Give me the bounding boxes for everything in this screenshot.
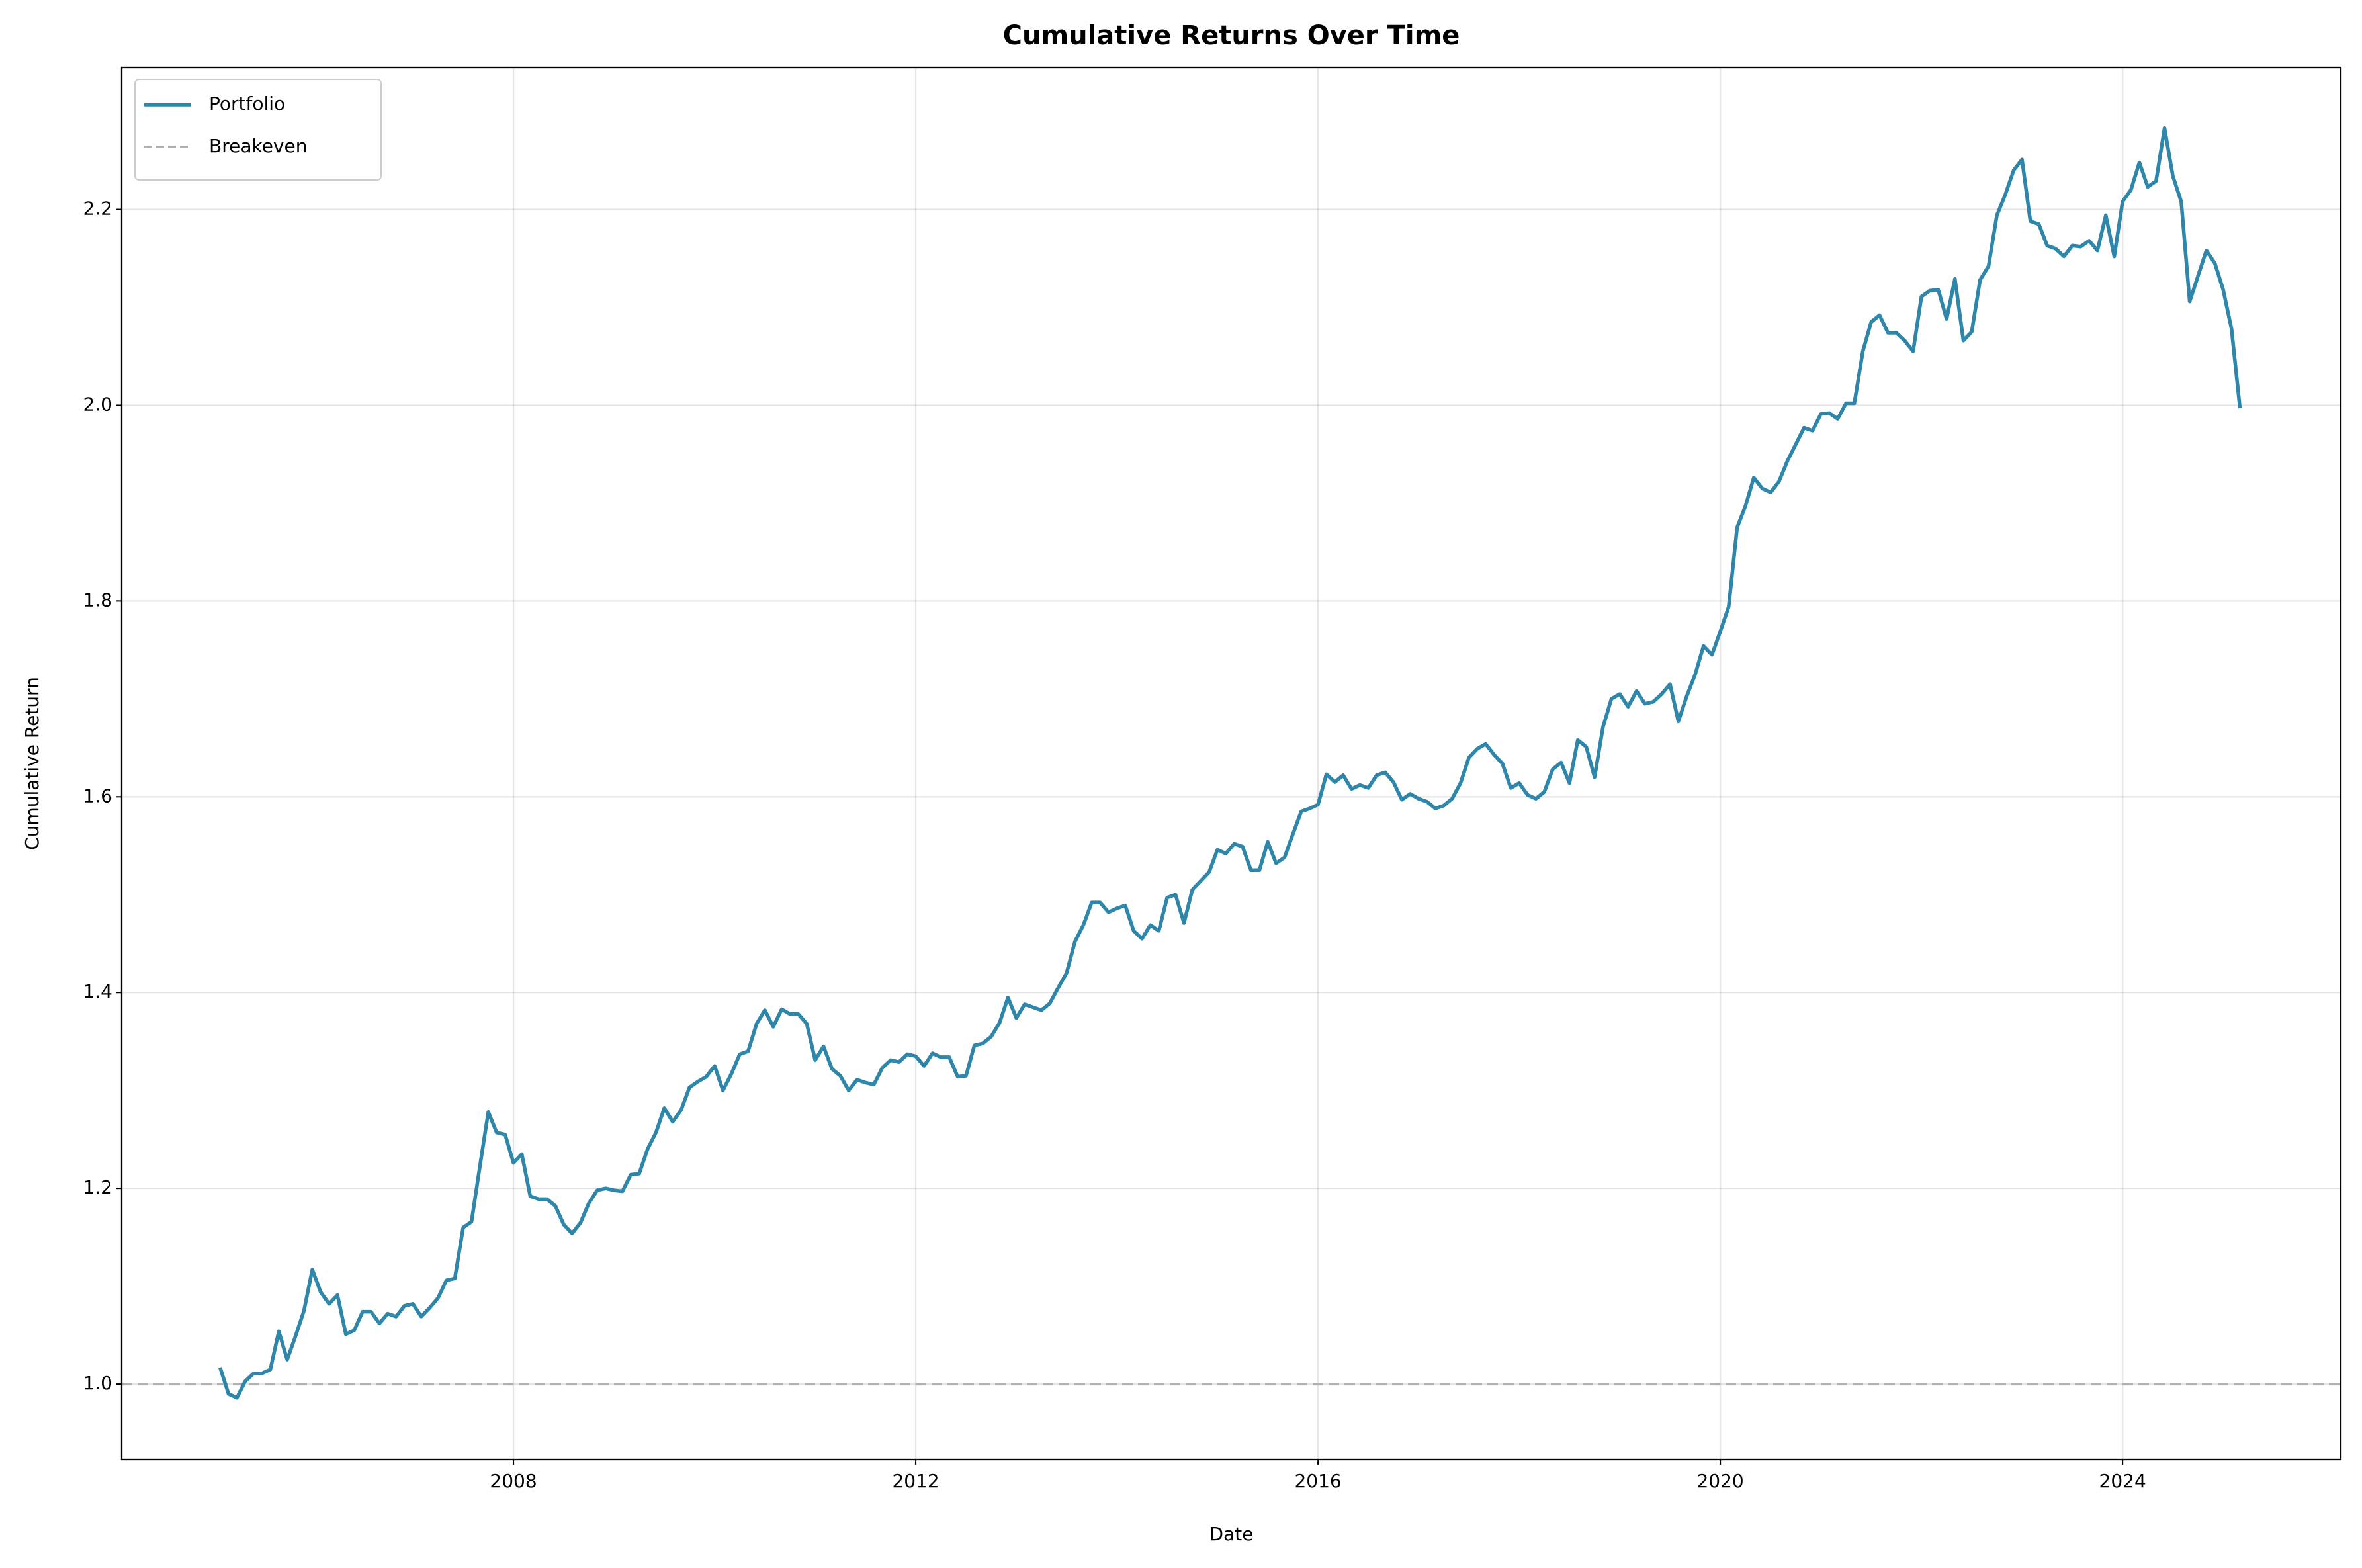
x-tick-label: 2024: [2099, 1470, 2146, 1492]
y-tick-label: 1.2: [83, 1176, 112, 1198]
x-tick-label: 2008: [490, 1470, 537, 1492]
y-tick-label: 2.2: [83, 198, 112, 220]
y-tick-label: 1.4: [83, 980, 112, 1002]
y-axis-label: Cumulative Return: [21, 677, 43, 850]
line-series: [218, 126, 2242, 1400]
chart-title: Cumulative Returns Over Time: [1003, 21, 1460, 51]
x-tick-label: 2020: [1696, 1470, 1743, 1492]
legend-label: Portfolio: [209, 93, 285, 114]
y-tick-label: 2.0: [83, 393, 112, 415]
legend-box: [134, 79, 382, 181]
plot-frame: [120, 66, 2342, 1461]
legend-label: Breakeven: [209, 135, 307, 157]
x-tick-label: 2016: [1294, 1470, 1341, 1492]
y-tick-label: 1.6: [83, 785, 112, 806]
x-tick-label: 2012: [892, 1470, 939, 1492]
x-axis-label: Date: [1209, 1523, 1254, 1545]
legend: Portfolio Breakeven: [134, 79, 382, 181]
y-tick-label: 1.8: [83, 589, 112, 611]
y-tick-label: 1.0: [83, 1372, 112, 1394]
